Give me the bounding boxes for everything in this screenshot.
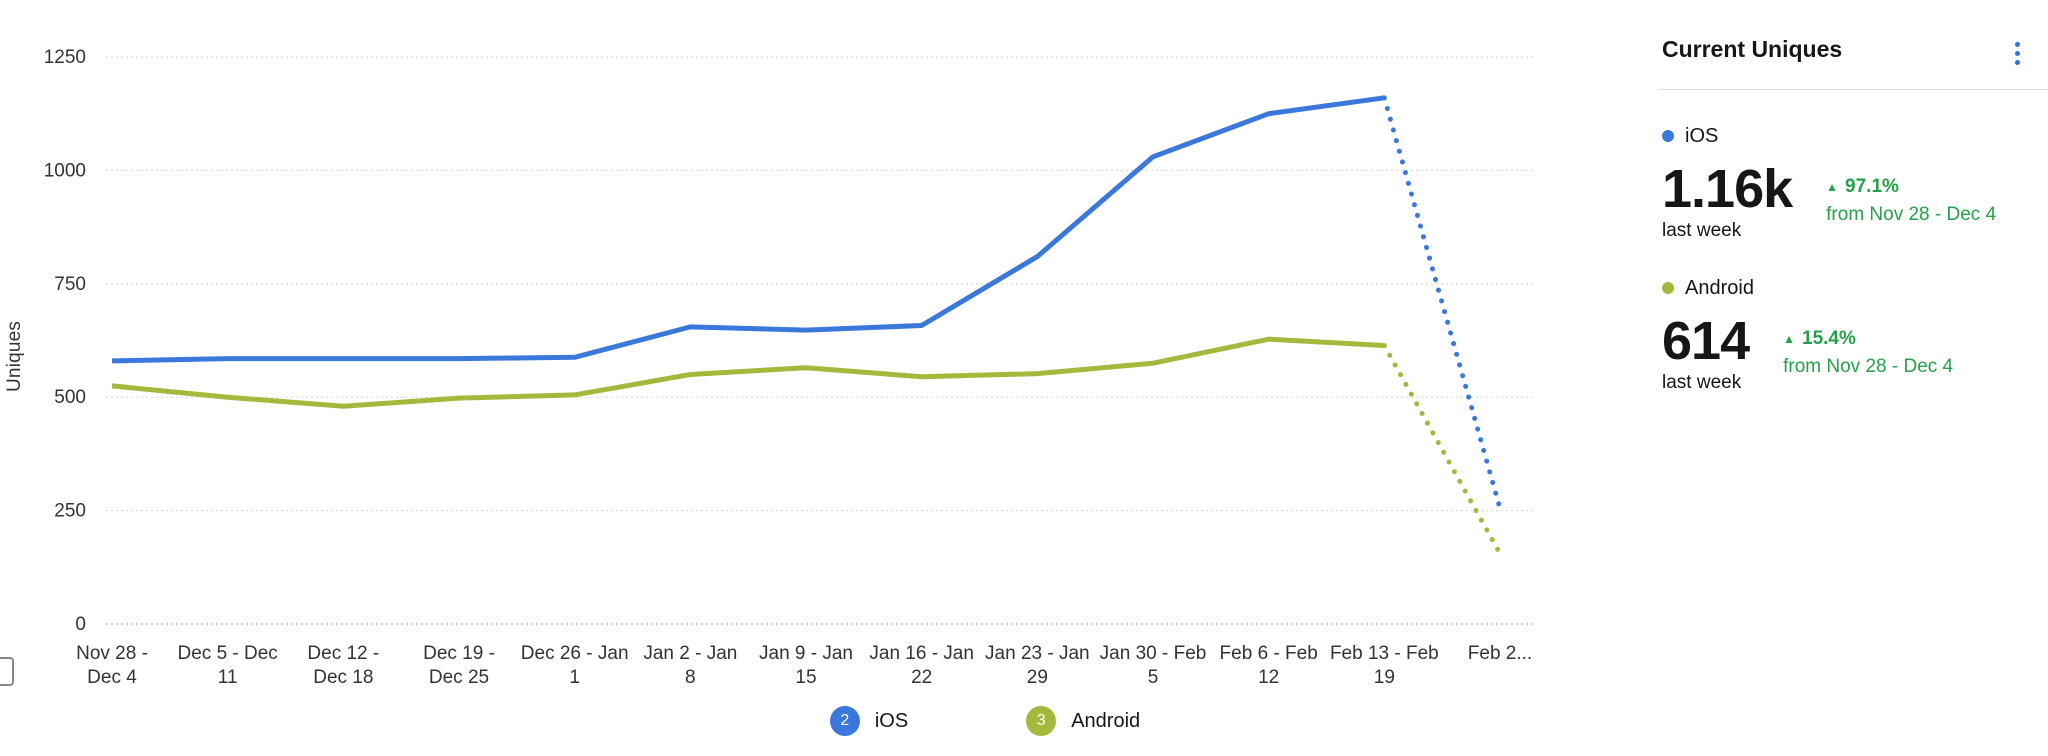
stat-body-ios: 1.16k last week ▲ 97.1% from Nov 28 - De… (1662, 162, 2028, 242)
stat-period-android: last week (1662, 372, 1742, 393)
legend-item-android[interactable]: 3 Android (1026, 706, 1140, 736)
stat-head-ios: iOS (1662, 124, 2028, 148)
svg-text:Dec 19 -Dec 25: Dec 19 -Dec 25 (423, 643, 495, 688)
delta-percent-android: 15.4% (1802, 328, 1856, 349)
uniques-line-chart[interactable]: 0 250 500 750 1000 1250 Nov 28 -Dec 4 Dec 5 - D… (0, 0, 1600, 700)
svg-text:0: 0 (75, 614, 86, 635)
delta-compare-android: from Nov 28 - Dec 4 (1783, 356, 1954, 377)
stat-label-android: Android (1685, 276, 1754, 299)
stat-head-android: Android (1662, 276, 2028, 300)
chart-legend: 2 iOS 3 Android (0, 706, 1600, 736)
svg-text:500: 500 (54, 387, 86, 408)
overflow-menu-icon[interactable] (2007, 38, 2028, 69)
delta-line-ios: ▲ 97.1% (1826, 176, 1996, 198)
legend-badge-ios: 2 (829, 706, 860, 736)
svg-text:1250: 1250 (44, 47, 86, 68)
series-dot-android (1662, 282, 1674, 294)
current-uniques-panel: Current Uniques iOS 1.16k last week ▲ 97… (1648, 0, 2048, 756)
legend-badge-android: 3 (1026, 706, 1057, 736)
svg-text:Dec 12 -Dec 18: Dec 12 -Dec 18 (307, 643, 379, 688)
panel-header: Current Uniques (1662, 36, 2028, 69)
up-triangle-icon: ▲ (1826, 180, 1839, 194)
stat-body-android: 614 last week ▲ 15.4% from Nov 28 - Dec … (1662, 314, 2028, 394)
stat-label-ios: iOS (1685, 124, 1719, 147)
delta-compare-ios: from Nov 28 - Dec 4 (1826, 204, 1997, 225)
svg-text:250: 250 (54, 501, 86, 522)
svg-text:750: 750 (54, 274, 86, 295)
legend-label-ios: iOS (874, 709, 909, 732)
panel-divider (1658, 89, 2048, 90)
svg-text:1000: 1000 (44, 160, 86, 181)
stat-delta-android: ▲ 15.4% from Nov 28 - Dec 4 (1783, 328, 1953, 378)
series-dot-ios (1662, 130, 1674, 142)
svg-text:Nov 28 -Dec 4: Nov 28 -Dec 4 (76, 643, 148, 688)
delta-line-android: ▲ 15.4% (1783, 328, 1953, 350)
stat-value-col: 614 last week (1662, 311, 1750, 394)
stat-value-col: 1.16k last week (1662, 159, 1793, 242)
stat-period-ios: last week (1662, 220, 1742, 241)
delta-percent-ios: 97.1% (1845, 176, 1899, 197)
svg-text:Feb 2...: Feb 2... (1468, 643, 1532, 664)
stat-block-android: Android 614 last week ▲ 15.4% from Nov 2… (1662, 276, 2028, 394)
stat-value-ios: 1.16k (1662, 159, 1793, 219)
stat-delta-ios: ▲ 97.1% from Nov 28 - Dec 4 (1826, 176, 1996, 226)
stat-value-android: 614 (1662, 311, 1750, 371)
up-triangle-icon: ▲ (1783, 332, 1795, 346)
legend-label-android: Android (1071, 709, 1141, 732)
stat-block-ios: iOS 1.16k last week ▲ 97.1% from Nov 28 … (1662, 124, 2028, 242)
legend-item-ios[interactable]: 2 iOS (829, 706, 909, 736)
panel-title: Current Uniques (1662, 36, 1843, 62)
cut-off-control[interactable] (0, 657, 14, 686)
